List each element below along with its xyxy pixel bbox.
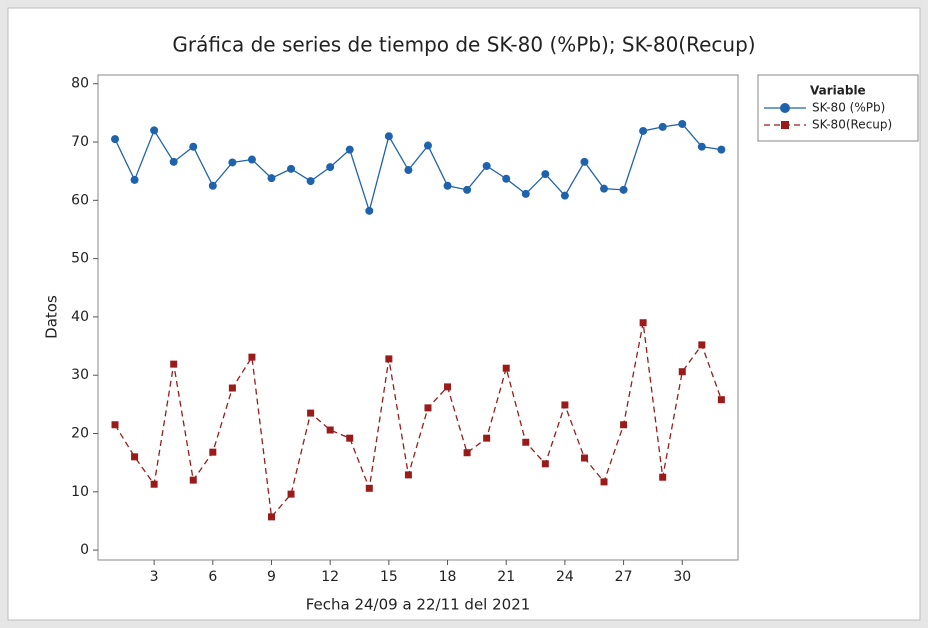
y-tick-label: 50 <box>71 251 89 267</box>
data-point <box>580 157 589 166</box>
data-point <box>424 404 432 412</box>
data-point <box>541 170 550 179</box>
data-point <box>678 119 687 128</box>
y-tick-label: 40 <box>71 309 89 325</box>
x-tick-label: 9 <box>267 569 276 585</box>
data-point <box>639 319 647 327</box>
x-tick-label: 21 <box>497 569 515 585</box>
y-tick-label: 20 <box>71 426 89 442</box>
data-point <box>698 341 706 349</box>
data-point <box>717 145 726 154</box>
data-point <box>600 184 609 193</box>
data-point <box>443 181 452 190</box>
data-point <box>170 360 178 368</box>
series-line <box>114 322 722 519</box>
data-point <box>423 141 432 150</box>
data-point <box>287 490 295 498</box>
data-point <box>483 434 491 442</box>
data-point <box>521 189 530 198</box>
data-point <box>365 206 374 215</box>
x-tick-label: 30 <box>673 569 691 585</box>
legend-title: Variable <box>810 84 866 98</box>
x-tick-label: 15 <box>380 569 398 585</box>
x-tick-label: 18 <box>439 569 457 585</box>
y-tick-label: 0 <box>80 542 89 558</box>
data-point <box>502 364 510 372</box>
data-point <box>561 401 569 409</box>
data-point <box>346 434 354 442</box>
data-point <box>619 185 628 194</box>
data-point <box>345 145 354 154</box>
data-point <box>150 480 158 488</box>
data-point <box>247 155 256 164</box>
data-point <box>639 126 648 135</box>
data-point <box>111 421 119 429</box>
data-point <box>541 460 549 468</box>
x-tick-label: 27 <box>615 569 633 585</box>
data-point <box>600 478 608 486</box>
data-point <box>111 135 120 144</box>
data-point <box>267 513 275 521</box>
data-point <box>522 438 530 446</box>
data-point <box>697 142 706 151</box>
x-tick-label: 12 <box>321 569 339 585</box>
data-point <box>228 158 237 167</box>
data-point <box>189 476 197 484</box>
legend-marker <box>780 103 790 113</box>
x-tick-label: 3 <box>150 569 159 585</box>
data-point <box>131 453 139 461</box>
y-axis-label: Datos <box>43 295 61 339</box>
data-point <box>248 353 256 361</box>
data-point <box>228 384 236 392</box>
data-point <box>208 181 217 190</box>
y-tick-label: 70 <box>71 134 89 150</box>
data-point <box>658 122 667 131</box>
x-tick-label: 24 <box>556 569 574 585</box>
data-point <box>560 191 569 200</box>
data-point <box>209 448 217 456</box>
data-point <box>717 396 725 404</box>
y-tick-label: 30 <box>71 367 89 383</box>
data-point <box>580 454 588 462</box>
data-point <box>678 368 686 376</box>
data-point <box>189 142 198 151</box>
data-point <box>482 161 491 170</box>
chart-title: Gráfica de series de tiempo de SK-80 (%P… <box>172 33 755 57</box>
data-point <box>130 175 139 184</box>
data-point <box>404 166 413 175</box>
data-point <box>463 449 471 457</box>
data-point <box>404 471 412 479</box>
x-axis-label: Fecha 24/09 a 22/11 del 2021 <box>306 596 531 614</box>
data-point <box>287 164 296 173</box>
data-point <box>384 132 393 141</box>
data-point <box>307 409 315 417</box>
data-point <box>385 355 393 363</box>
data-point <box>267 174 276 183</box>
data-point <box>150 126 159 135</box>
data-point <box>620 421 628 429</box>
data-point <box>306 177 315 186</box>
data-point <box>326 163 335 172</box>
data-point <box>502 174 511 183</box>
y-tick-label: 10 <box>71 484 89 500</box>
x-tick-label: 6 <box>208 569 217 585</box>
data-point <box>365 484 373 492</box>
data-point <box>444 383 452 391</box>
plot-area <box>97 74 739 561</box>
legend-marker <box>781 121 789 129</box>
data-point <box>169 157 178 166</box>
legend-label: SK-80 (%Pb) <box>812 101 885 115</box>
y-tick-label: 60 <box>71 192 89 208</box>
data-point <box>326 426 334 434</box>
y-tick-label: 80 <box>71 76 89 92</box>
legend-label: SK-80(Recup) <box>812 118 892 132</box>
data-point <box>659 473 667 481</box>
data-point <box>463 185 472 194</box>
